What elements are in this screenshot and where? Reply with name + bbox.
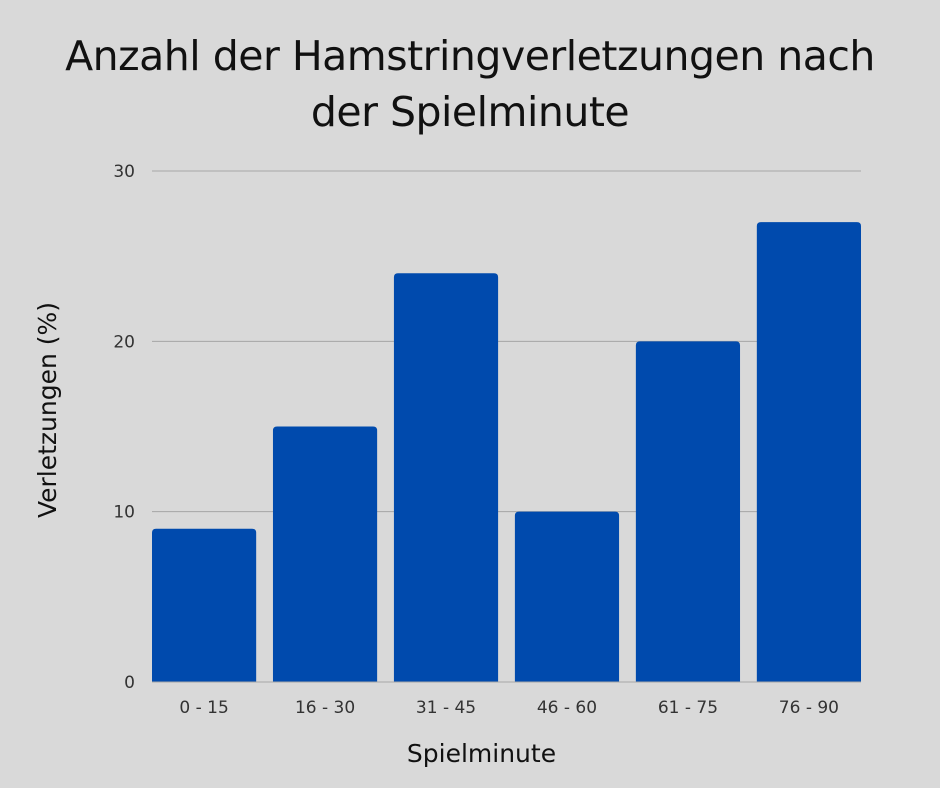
y-tick-label: 10 <box>113 503 135 523</box>
y-axis-ticks: 0 10 20 30 <box>113 162 135 693</box>
bars <box>152 222 861 682</box>
bar-46-60 <box>514 511 620 682</box>
x-axis-title: Spielminute <box>407 739 556 768</box>
x-tick-label: 31 - 45 <box>416 698 476 718</box>
gridlines <box>152 170 861 513</box>
y-tick-label: 20 <box>113 332 135 352</box>
x-tick-label: 16 - 30 <box>295 698 355 718</box>
y-axis-title: Verletzungen (%) <box>33 302 62 518</box>
chart-title-line-2: der Spielminute <box>310 88 630 136</box>
bar-76-90 <box>756 222 861 682</box>
bar-61-75 <box>635 341 741 682</box>
y-tick-label: 30 <box>113 162 135 182</box>
x-tick-label: 76 - 90 <box>779 698 839 718</box>
bar-0-15 <box>152 528 257 682</box>
x-axis-ticks: 0 - 15 16 - 30 31 - 45 46 - 60 61 - 75 76 - 9… <box>179 698 839 718</box>
chart-title-line-1: Anzahl der Hamstringverletzungen nach <box>65 32 875 80</box>
x-tick-label: 61 - 75 <box>658 698 718 718</box>
chart-title: Anzahl der Hamstringverletzungen nach de… <box>0 28 940 140</box>
x-tick-label: 0 - 15 <box>179 698 228 718</box>
bar-16-30 <box>272 426 378 682</box>
x-tick-label: 46 - 60 <box>537 698 597 718</box>
y-tick-label: 0 <box>124 673 135 693</box>
bar-31-45 <box>393 273 499 682</box>
